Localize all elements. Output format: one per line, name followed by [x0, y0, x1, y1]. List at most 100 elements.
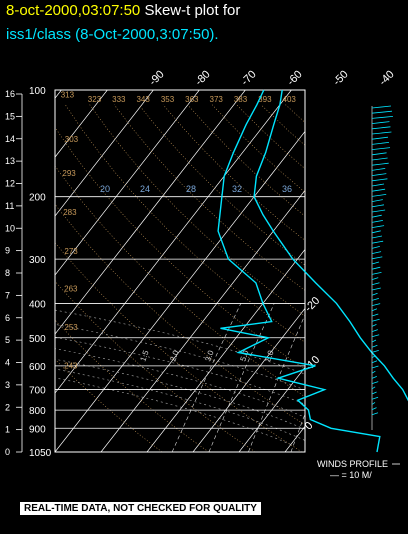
dry-adiabat-label: 283: [63, 208, 77, 217]
wind-barb: [371, 313, 379, 317]
dry-adiabat-label: 403: [283, 95, 297, 104]
wind-barb: [371, 126, 391, 130]
plot-area: [55, 90, 408, 452]
wind-barb: [371, 391, 377, 395]
dry-adiabat-label: 363: [185, 95, 199, 104]
wind-barb: [371, 147, 391, 150]
wind-barb: [371, 292, 378, 296]
pressure-tick-label: 100: [29, 86, 46, 97]
dry-adiabat: [310, 105, 408, 452]
dry-adiabat: [236, 104, 305, 170]
wind-barb: [371, 173, 387, 176]
top-temperature-tick: -70: [239, 68, 259, 88]
isotherm-line: [146, 248, 305, 452]
height-tick-label: 3: [5, 380, 10, 390]
dry-adiabat: [211, 104, 305, 193]
wind-barb: [371, 334, 380, 338]
isotherm-line: [55, 90, 108, 158]
height-tick-label: 10: [5, 223, 15, 233]
wind-barb: [371, 298, 379, 301]
moist-adiabat-label: 1.5: [138, 349, 150, 363]
dry-adiabat: [55, 280, 256, 452]
wind-barb: [371, 194, 387, 197]
wind-barb: [371, 360, 378, 364]
height-tick-label: 2: [5, 402, 10, 412]
height-tick-label: 8: [5, 268, 10, 278]
dry-adiabat: [55, 242, 303, 452]
dry-adiabat: [65, 104, 305, 343]
dry-adiabat-label: 293: [62, 169, 76, 178]
height-tick-label: 0: [5, 447, 10, 457]
wind-barb: [371, 344, 378, 348]
mixing-ratio-label: 28: [186, 184, 196, 194]
dry-adiabat-label: 393: [258, 95, 272, 104]
top-temperature-tick: -50: [331, 68, 351, 88]
wind-barb: [371, 261, 380, 265]
dry-adiabat: [55, 203, 305, 426]
dry-adiabat-label: 273: [64, 247, 78, 256]
wind-barb: [371, 407, 377, 410]
dry-adiabat-label: 303: [65, 135, 79, 144]
pressure-tick-label: 300: [29, 255, 46, 266]
dry-adiabat-label: 323: [88, 95, 102, 104]
height-tick-label: 7: [5, 290, 10, 300]
wind-barb: [371, 256, 383, 260]
mixing-ratio-label: 20: [100, 184, 110, 194]
wind-barb: [371, 162, 389, 166]
height-tick-label: 9: [5, 246, 10, 256]
dewpoint-trace: [217, 89, 381, 453]
mixing-ratio-label: 36: [282, 184, 292, 194]
wind-barb: [371, 246, 380, 249]
temperature-trace: [253, 89, 408, 402]
height-tick-label: 15: [5, 111, 15, 121]
wind-barb: [371, 142, 390, 145]
wind-barb: [371, 251, 382, 254]
pressure-tick-label: 200: [29, 193, 46, 204]
wind-barb: [371, 381, 379, 384]
pressure-tick-label: 800: [29, 406, 46, 417]
wind-barb: [371, 240, 384, 244]
wind-barb: [371, 277, 379, 280]
wind-barb: [371, 199, 383, 202]
pressure-tick-label: 500: [29, 334, 46, 345]
height-tick-label: 4: [5, 358, 10, 368]
dry-adiabat-label: 313: [61, 91, 75, 100]
pressure-tick-label: 400: [29, 299, 46, 310]
dry-adiabat: [55, 319, 209, 452]
wind-barb: [371, 157, 388, 161]
wind-barb: [371, 282, 380, 286]
mixing-ratio-line: [171, 303, 242, 452]
wind-barb: [371, 116, 393, 119]
top-temperature-tick: -60: [285, 68, 305, 88]
dry-adiabat-label: 383: [234, 95, 248, 104]
isotherm-line: [377, 90, 408, 452]
wind-barb: [371, 339, 377, 343]
wind-barb: [371, 209, 386, 213]
top-temperature-tick: -40: [377, 68, 397, 88]
wind-barb: [371, 272, 382, 275]
dry-adiabat-label: 333: [112, 95, 126, 104]
wind-barb: [371, 152, 387, 156]
dry-adiabat: [55, 165, 305, 398]
dry-adiabat: [89, 104, 305, 317]
wind-barb: [371, 183, 385, 187]
wind-barb: [371, 235, 383, 239]
wind-barb: [371, 376, 377, 379]
moist-adiabat: [55, 336, 305, 405]
mixing-ratio-label: 24: [140, 184, 150, 194]
wind-barb: [371, 365, 379, 369]
wind-barb: [371, 324, 377, 327]
height-tick-label: 13: [5, 156, 15, 166]
wind-barb: [371, 303, 381, 306]
moist-adiabat-label: 5.0: [238, 349, 250, 363]
mixing-ratio-line: [337, 303, 390, 452]
height-tick-label: 1: [5, 425, 10, 435]
pressure-tick-label: 1050: [29, 448, 52, 459]
wind-barb: [371, 168, 386, 171]
wind-barb: [371, 204, 385, 208]
chart-title: 8-oct-2000,03:07:50 Skew-t plot for: [6, 2, 240, 19]
winds-profile-label: WINDS PROFILE: [317, 459, 389, 469]
dry-adiabat: [113, 104, 305, 291]
moist-adiabat: [55, 368, 305, 441]
